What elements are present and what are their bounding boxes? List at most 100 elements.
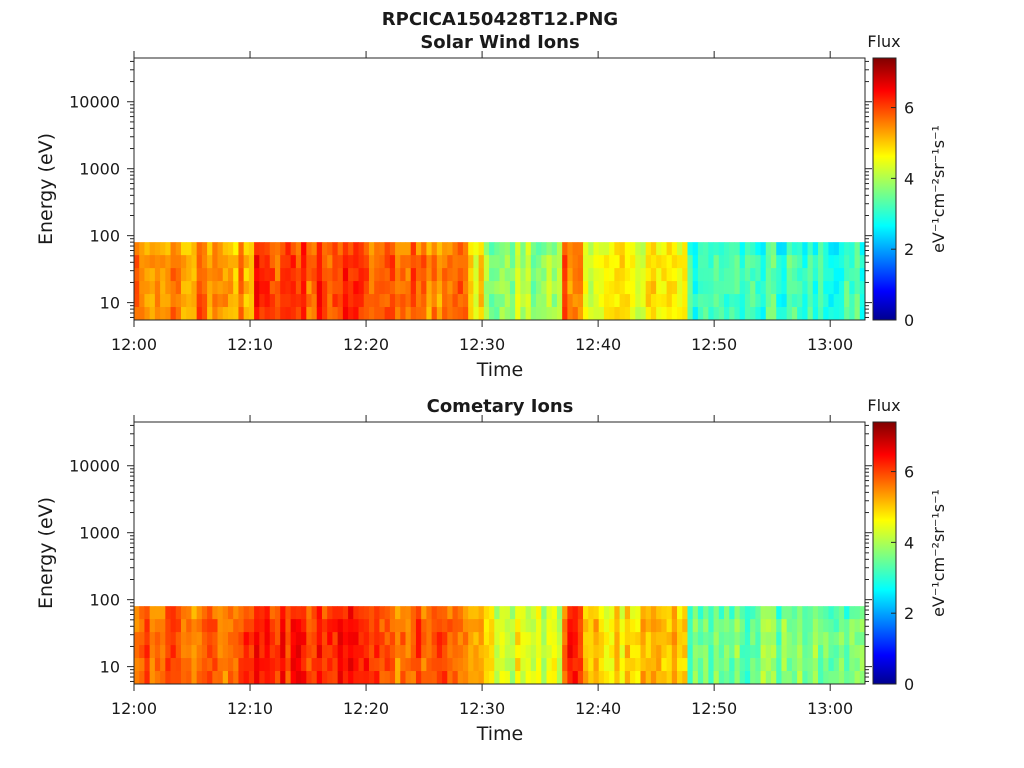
spectrogram-cell (530, 671, 537, 685)
spectrogram-cell (718, 671, 725, 685)
spectrogram-cell (645, 632, 652, 646)
spectrogram-cell (703, 606, 709, 620)
spectrogram-cell (802, 619, 808, 633)
spectrogram-cell (217, 606, 224, 620)
y-tick-label: 100 (89, 227, 120, 246)
spectrogram-cell (812, 606, 819, 620)
spectrogram-cell (677, 645, 683, 659)
spectrogram-cell (635, 606, 641, 620)
spectrogram-cell (593, 242, 600, 256)
spectrogram-cell (280, 281, 286, 295)
spectrogram-cells-cometary (134, 606, 866, 685)
spectrogram-cell (149, 619, 156, 633)
spectrogram-cell (530, 632, 537, 646)
spectrogram-cell (426, 294, 433, 308)
spectrogram-cell (415, 645, 422, 659)
spectrogram-cell (854, 658, 861, 672)
spectrogram-cell (462, 606, 469, 620)
spectrogram-cell (781, 242, 788, 256)
spectrogram-cell (295, 242, 302, 256)
spectrogram-cell (703, 658, 709, 672)
spectrogram-cell (442, 645, 448, 659)
spectrogram-cell (410, 658, 417, 672)
spectrogram-cell (274, 255, 281, 269)
spectrogram-cell (729, 294, 735, 308)
spectrogram-cell (682, 268, 688, 282)
spectrogram-cell (630, 307, 636, 321)
spectrogram-cell (786, 632, 793, 646)
spectrogram-cell (703, 281, 709, 295)
spectrogram-cell (844, 307, 850, 321)
spectrogram-cell (389, 671, 396, 685)
spectrogram-cell (739, 307, 746, 321)
spectrogram-cell (410, 255, 417, 269)
spectrogram-cell (368, 268, 375, 282)
spectrogram-cell (410, 619, 417, 633)
spectrogram-cell (311, 294, 318, 308)
spectrogram-cell (724, 632, 730, 646)
spectrogram-cell (405, 307, 412, 321)
spectrogram-cell (290, 632, 297, 646)
spectrogram-cell (645, 242, 652, 256)
spectrogram-cell (191, 619, 198, 633)
spectrogram-cell (483, 658, 490, 672)
spectrogram-cell (697, 671, 704, 685)
spectrogram-cell (442, 242, 448, 256)
spectrogram-cell (489, 632, 495, 646)
spectrogram-cell (447, 671, 453, 685)
spectrogram-cell (170, 658, 177, 672)
spectrogram-cell (415, 619, 422, 633)
spectrogram-cell (196, 242, 203, 256)
spectrogram-cell (264, 255, 271, 269)
spectrogram-cell (233, 671, 239, 685)
spectrogram-cell (640, 307, 647, 321)
spectrogram-cell (734, 632, 741, 646)
spectrogram-cell (431, 606, 438, 620)
spectrogram-cell (823, 268, 829, 282)
spectrogram-cell (227, 268, 234, 282)
spectrogram-cell (457, 658, 464, 672)
spectrogram-cell (160, 619, 166, 633)
spectrogram-cell (567, 619, 573, 633)
spectrogram-cell (191, 632, 198, 646)
spectrogram-cell (724, 671, 730, 685)
spectrogram-cell (248, 606, 255, 620)
spectrogram-cell (233, 645, 239, 659)
spectrogram-cell (311, 606, 318, 620)
spectrogram-cell (755, 658, 761, 672)
spectrogram-cell (452, 307, 459, 321)
spectrogram-cell (468, 294, 474, 308)
spectrogram-cell (598, 671, 605, 685)
spectrogram-cell (750, 632, 756, 646)
spectrogram-cell (134, 255, 140, 269)
spectrogram-cell (556, 645, 563, 659)
spectrogram-cell (515, 658, 521, 672)
spectrogram-cell (295, 645, 302, 659)
spectrogram-cell (812, 619, 819, 633)
spectrogram-cell (645, 619, 652, 633)
spectrogram-cell (421, 606, 427, 620)
spectrogram-cell (227, 294, 234, 308)
spectrogram-cell (332, 255, 339, 269)
spectrogram-cell (400, 281, 406, 295)
spectrogram-cell (838, 606, 845, 620)
spectrogram-cell (238, 268, 245, 282)
spectrogram-cell (515, 294, 521, 308)
spectrogram-cell (421, 281, 427, 295)
spectrogram-cell (786, 281, 793, 295)
spectrogram-cell (504, 294, 511, 308)
spectrogram-cell (682, 645, 688, 659)
spectrogram-cell (447, 281, 453, 295)
spectrogram-cell (828, 632, 835, 646)
spectrogram-cell (583, 619, 589, 633)
spectrogram-cell (781, 294, 788, 308)
spectrogram-cell (541, 242, 547, 256)
spectrogram-cell (327, 242, 333, 256)
spectrogram-cell (499, 632, 506, 646)
spectrogram-cell (509, 281, 516, 295)
spectrogram-cell (348, 606, 354, 620)
spectrogram-cell (776, 242, 782, 256)
spectrogram-cell (713, 242, 720, 256)
spectrogram-cell (818, 307, 824, 321)
spectrogram-cell (243, 281, 250, 295)
